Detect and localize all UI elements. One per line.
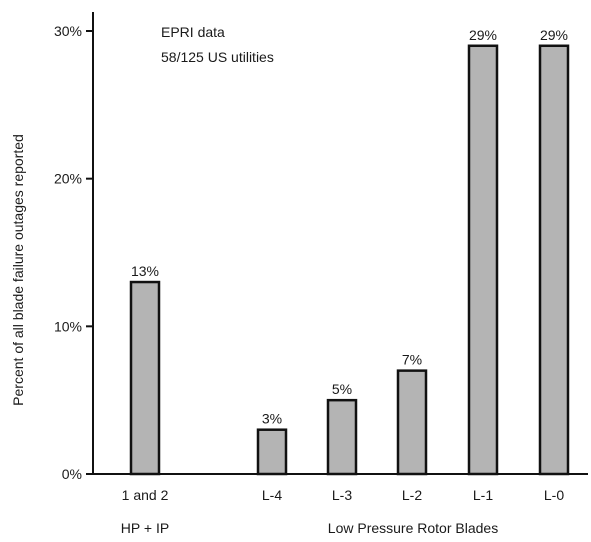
data-label: 29% (540, 27, 568, 43)
x-tick-label: L-2 (402, 487, 422, 503)
y-axis-label: Percent of all blade failure outages rep… (10, 134, 26, 406)
data-label: 7% (402, 352, 422, 368)
x-tick-labels: 1 and 2 L-4 L-3 L-2 L-1 L-0 (122, 487, 565, 503)
data-label: 29% (469, 27, 497, 43)
y-tick-label: 0% (62, 466, 82, 482)
x-tick-label: L-1 (473, 487, 493, 503)
x-tick-label: L-3 (332, 487, 352, 503)
bar-l-2 (396, 369, 428, 476)
y-tick-label: 20% (54, 171, 82, 187)
bars: 13% 3% 5% 7% 29% 29% (129, 27, 570, 476)
x-tick-label: L-4 (262, 487, 282, 503)
annotation-sample: 58/125 US utilities (161, 49, 274, 65)
data-label: 3% (262, 411, 282, 427)
data-label: 5% (332, 381, 352, 397)
annotation-source: EPRI data (161, 24, 225, 40)
bar-1-and-2 (129, 280, 161, 476)
group-labels: HP + IP Low Pressure Rotor Blades (121, 520, 498, 536)
x-tick-label: 1 and 2 (122, 487, 169, 503)
bar-l-3 (326, 398, 358, 476)
group-label: HP + IP (121, 520, 169, 536)
group-label: Low Pressure Rotor Blades (328, 520, 498, 536)
x-tick-label: L-0 (544, 487, 564, 503)
data-label: 13% (131, 263, 159, 279)
bar-l-1 (467, 44, 499, 476)
y-tick-label: 10% (54, 318, 82, 334)
bar-l-4 (256, 428, 288, 476)
bar-l-0 (538, 44, 570, 476)
y-tick-label: 30% (54, 23, 82, 39)
y-ticks: 0% 10% 20% 30% (54, 23, 93, 482)
